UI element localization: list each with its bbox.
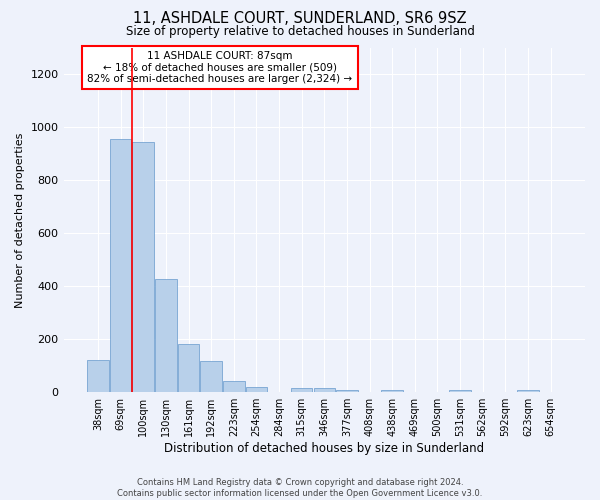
Y-axis label: Number of detached properties: Number of detached properties bbox=[15, 132, 25, 308]
Bar bbox=[291, 388, 313, 392]
Bar bbox=[245, 387, 267, 392]
Bar bbox=[110, 139, 131, 392]
Bar bbox=[87, 360, 109, 392]
Bar bbox=[382, 390, 403, 392]
Bar bbox=[155, 278, 176, 392]
Bar bbox=[133, 142, 154, 392]
Text: Contains HM Land Registry data © Crown copyright and database right 2024.
Contai: Contains HM Land Registry data © Crown c… bbox=[118, 478, 482, 498]
Bar bbox=[449, 390, 471, 392]
Bar bbox=[336, 390, 358, 392]
Text: 11 ASHDALE COURT: 87sqm
← 18% of detached houses are smaller (509)
82% of semi-d: 11 ASHDALE COURT: 87sqm ← 18% of detache… bbox=[88, 51, 353, 84]
Bar bbox=[517, 390, 539, 392]
Bar bbox=[178, 344, 199, 392]
Text: Size of property relative to detached houses in Sunderland: Size of property relative to detached ho… bbox=[125, 25, 475, 38]
Bar bbox=[314, 388, 335, 392]
X-axis label: Distribution of detached houses by size in Sunderland: Distribution of detached houses by size … bbox=[164, 442, 484, 455]
Bar bbox=[200, 361, 222, 392]
Bar bbox=[223, 381, 245, 392]
Text: 11, ASHDALE COURT, SUNDERLAND, SR6 9SZ: 11, ASHDALE COURT, SUNDERLAND, SR6 9SZ bbox=[133, 11, 467, 26]
